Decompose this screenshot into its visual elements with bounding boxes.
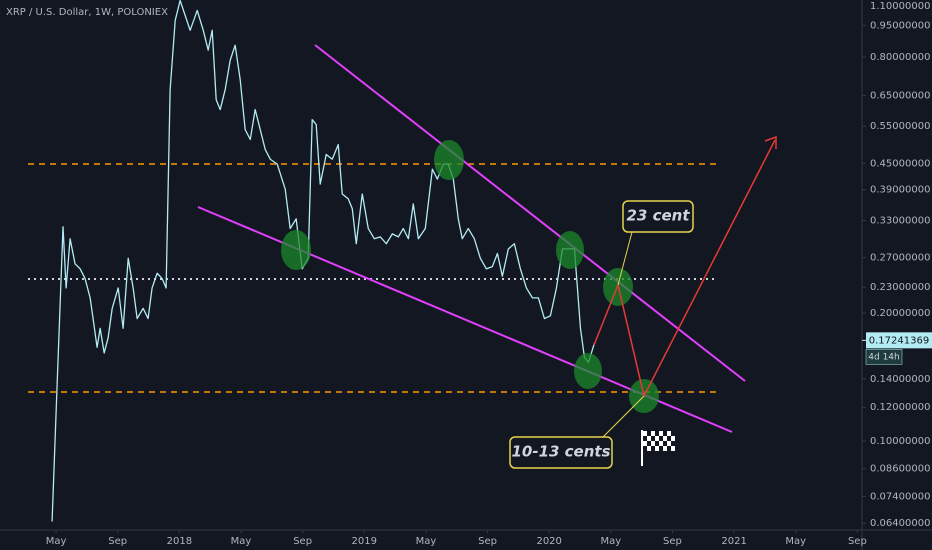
callout-box xyxy=(622,200,694,233)
chart-title: XRP / U.S. Dollar, 1W, POLONIEX xyxy=(6,7,168,18)
plot-area xyxy=(28,0,718,522)
upper-trendline xyxy=(314,44,746,382)
finish-flag xyxy=(641,430,675,466)
y-tick-label: 0.39000000 xyxy=(870,185,930,196)
y-tick-label: 0.14000000 xyxy=(870,374,930,385)
y-tick-label: 0.27000000 xyxy=(870,253,930,264)
touch-point xyxy=(574,353,602,389)
y-tick-label: 0.55000000 xyxy=(870,121,930,132)
last-price-tag xyxy=(866,332,932,349)
x-tick-label: Sep xyxy=(478,536,497,547)
projection-arrowhead xyxy=(764,135,777,149)
x-tick-label: May xyxy=(416,536,437,547)
countdown-label: 4d 14h xyxy=(868,352,899,362)
y-tick-label: 0.12000000 xyxy=(870,402,930,413)
x-tick-label: 2020 xyxy=(536,536,561,547)
callout-text: 23 cent xyxy=(626,207,690,225)
touch-point xyxy=(556,231,584,269)
x-tick-label: Sep xyxy=(663,536,682,547)
y-tick-label: 0.23000000 xyxy=(870,282,930,293)
touch-point xyxy=(434,140,464,180)
y-tick-label: 0.07400000 xyxy=(870,491,930,502)
last-price-label: 0.17241369 xyxy=(869,335,929,346)
drawings: 23 cent 10-13 cents xyxy=(197,44,777,469)
y-tick-label: 0.06400000 xyxy=(870,518,930,529)
x-tick-label: May xyxy=(600,536,621,547)
price-line xyxy=(51,0,596,522)
x-tick-label: May xyxy=(46,536,67,547)
countdown-tag xyxy=(865,349,903,365)
touch-point xyxy=(281,230,311,270)
y-tick-label: 0.20000000 xyxy=(870,308,930,319)
y-tick-label: 0.95000000 xyxy=(870,20,930,31)
y-tick-label: 0.33000000 xyxy=(870,216,930,227)
y-tick-label: 0.65000000 xyxy=(870,90,930,101)
x-tick-label: 2018 xyxy=(167,536,192,547)
callout-pointer xyxy=(599,395,645,441)
callout-pointer xyxy=(617,231,633,286)
callout-box xyxy=(509,436,613,469)
y-tick-label: 0.08600000 xyxy=(870,464,930,475)
x-tick-label: Sep xyxy=(848,536,867,547)
y-tick-label: 1.10000000 xyxy=(870,1,930,12)
y-tick-label: 0.10000000 xyxy=(870,436,930,447)
x-tick-label: May xyxy=(231,536,252,547)
x-tick-label: 2019 xyxy=(352,536,377,547)
callout-text: 10-13 cents xyxy=(511,443,610,461)
x-tick-label: 2021 xyxy=(721,536,746,547)
y-tick-label: 0.45000000 xyxy=(870,158,930,169)
x-tick-label: Sep xyxy=(108,536,127,547)
y-tick-label: 0.80000000 xyxy=(870,52,930,63)
projection-path xyxy=(593,139,776,399)
x-tick-label: May xyxy=(785,536,806,547)
x-tick-label: Sep xyxy=(293,536,312,547)
